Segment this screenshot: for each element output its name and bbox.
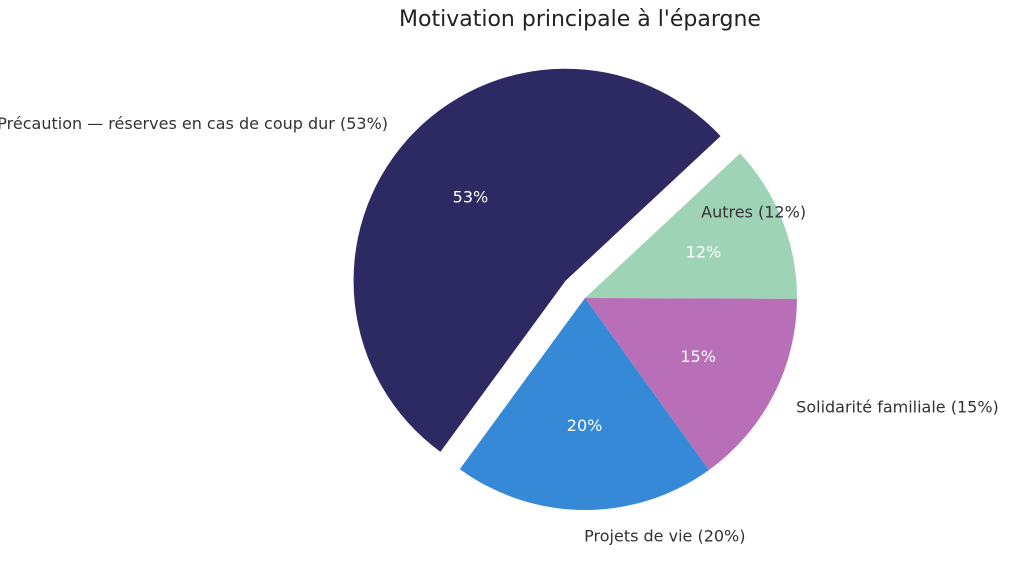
pie-slice — [459, 298, 710, 511]
pie-slices — [353, 68, 797, 511]
pie-slice — [585, 153, 797, 299]
slice-percentage-label: 53% — [453, 187, 489, 206]
pie-slice — [353, 68, 721, 452]
percentage-labels: 53% 20% 15% 12% — [453, 187, 722, 435]
slice-percentage-label: 20% — [567, 416, 603, 435]
slice-label: Solidarité familiale (15%) — [796, 398, 999, 417]
slice-percentage-label: 15% — [680, 347, 716, 366]
slice-labels: Précaution — réserves en cas de coup dur… — [0, 114, 999, 545]
slice-label: Projets de vie (20%) — [584, 526, 745, 545]
chart-title: Motivation principale à l'épargne — [399, 7, 761, 32]
slice-label: Autres (12%) — [701, 202, 806, 221]
pie-slice — [585, 298, 797, 470]
slice-percentage-label: 12% — [686, 243, 722, 262]
slice-label: Précaution — réserves en cas de coup dur… — [0, 114, 388, 133]
